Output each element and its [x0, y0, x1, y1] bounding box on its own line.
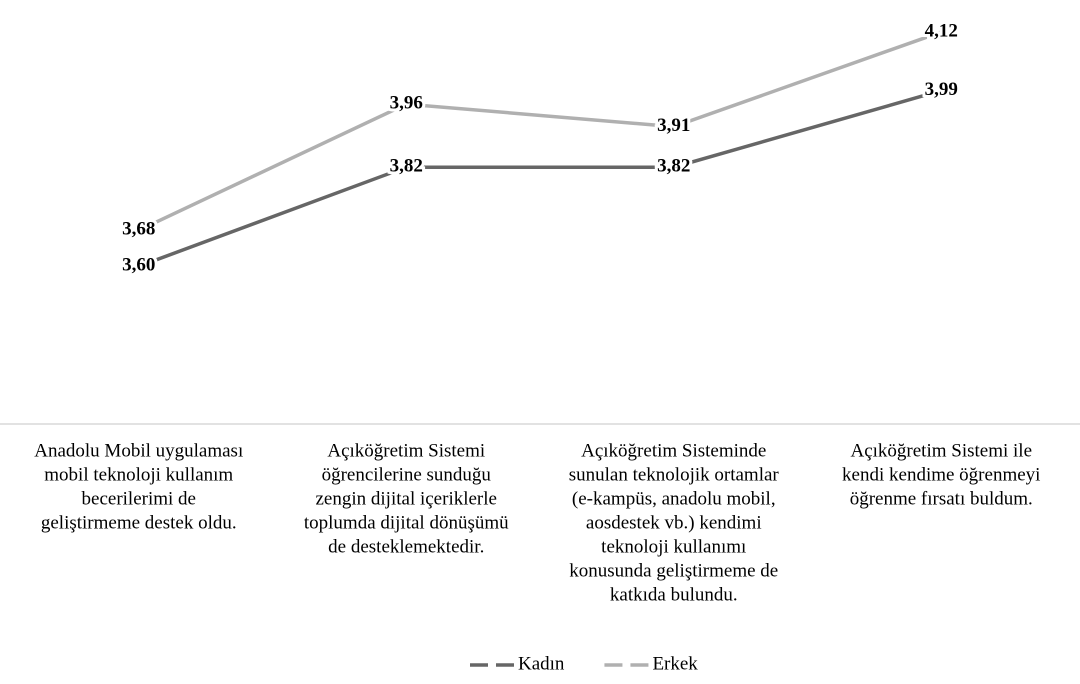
- data-label: 3,99: [925, 79, 958, 100]
- x-tick-label: Açıköğretim Sistemi ile: [850, 440, 1032, 461]
- x-tick-label: de desteklemektedir.: [328, 536, 484, 557]
- x-tick-label: öğrencilerine sunduğu: [322, 464, 492, 485]
- x-tick-label: kendi kendime öğrenmeyi: [842, 464, 1040, 485]
- x-tick-label: katkıda bulundu.: [610, 584, 738, 605]
- x-tick-label: konusunda geliştirmeme de: [569, 560, 778, 581]
- data-label: 3,91: [657, 115, 690, 136]
- x-tick-label: (e-kampüs, anadolu mobil,: [572, 488, 776, 509]
- x-tick-label: Anadolu Mobil uygulaması: [34, 440, 243, 461]
- data-label: 4,12: [925, 20, 958, 41]
- x-tick-label: mobil teknoloji kullanım: [44, 464, 233, 485]
- x-tick-label: aosdestek vb.) kendimi: [586, 512, 762, 533]
- data-label: 3,82: [390, 156, 423, 177]
- x-tick-label: öğrenme fırsatı buldum.: [850, 488, 1033, 509]
- data-label: 3,60: [122, 255, 155, 276]
- series-line: [138, 30, 942, 232]
- legend-label: Erkek: [652, 653, 698, 674]
- data-label: 3,82: [657, 156, 690, 177]
- x-tick-label: Açıköğretim Sistemi: [327, 440, 485, 461]
- x-tick-label: Açıköğretim Sisteminde: [581, 440, 766, 461]
- x-tick-label: zengin dijital içeriklerle: [316, 488, 497, 509]
- x-tick-label: teknoloji kullanımı: [601, 536, 746, 557]
- x-tick-label: toplumda dijital dönüşümü: [304, 512, 509, 533]
- series-line: [138, 88, 942, 268]
- x-tick-label: becerilerimi de: [82, 488, 196, 509]
- data-label: 3,68: [122, 219, 155, 240]
- legend-label: Kadın: [518, 653, 565, 674]
- data-label: 3,96: [390, 92, 423, 113]
- x-tick-label: geliştirmeme destek oldu.: [41, 512, 237, 533]
- x-tick-label: sunulan teknolojik ortamlar: [569, 464, 780, 485]
